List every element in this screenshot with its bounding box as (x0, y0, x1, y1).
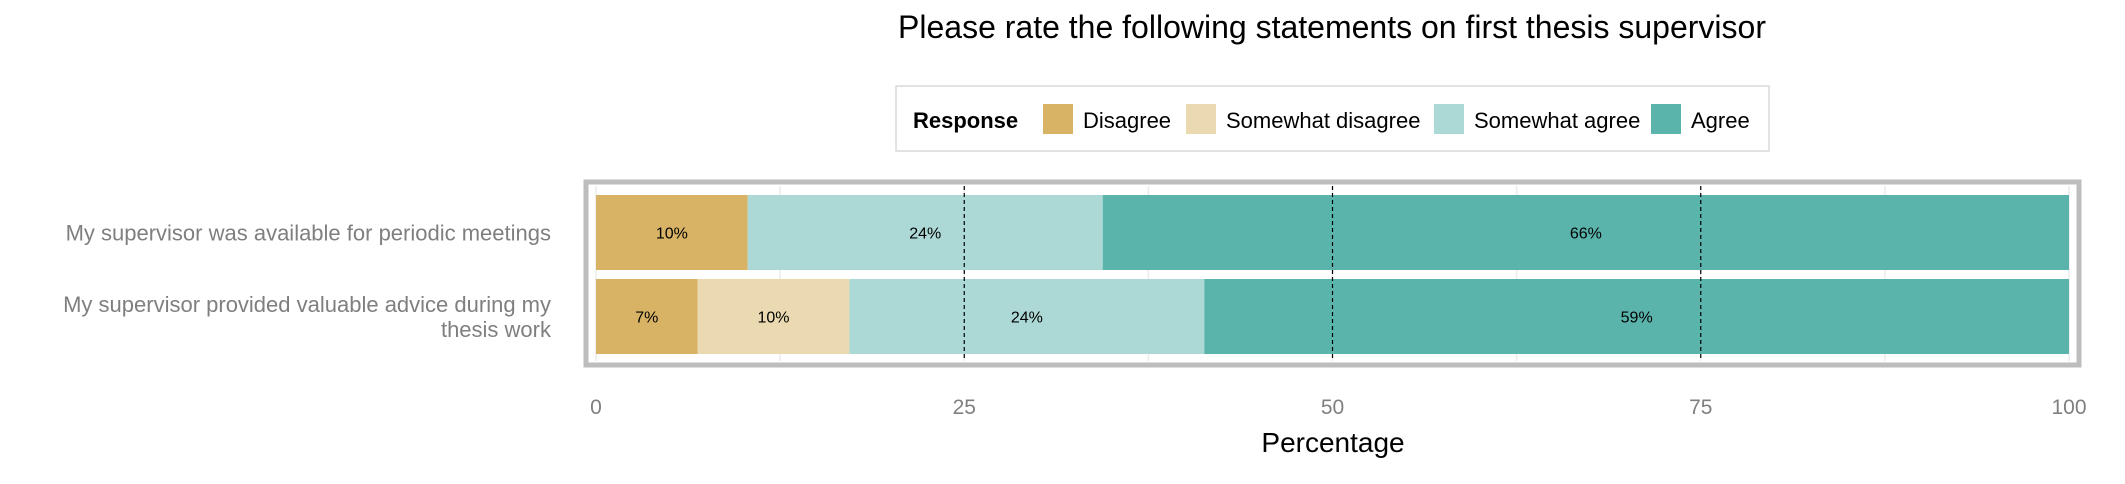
chart-title: Please rate the following statements on … (898, 9, 1766, 45)
legend-label-somewhat-disagree: Somewhat disagree (1226, 108, 1420, 133)
category-label-2-line-1: My supervisor provided valuable advice d… (63, 292, 551, 317)
legend-box (895, 85, 1770, 152)
x-tick-100: 100 (2051, 396, 2086, 419)
bar-label-somewhat-disagree-row-2: 10% (757, 310, 789, 327)
legend-key-agree (1651, 104, 1681, 134)
bar-labels: 10% 24% 66% 7% 10% 24% 59% (635, 226, 1652, 327)
legend-title: Response (913, 108, 1018, 133)
x-axis-title: Percentage (1261, 427, 1404, 458)
bar-somewhat-agree-row-2 (849, 279, 1205, 354)
x-axis-ticks: 0 25 50 75 100 (590, 396, 2086, 419)
bar-label-agree-row-1: 66% (1570, 226, 1602, 243)
bar-agree-row-1 (1102, 195, 2069, 270)
category-label-2-line-2: thesis work (441, 317, 552, 342)
x-tick-25: 25 (953, 396, 976, 419)
bar-label-agree-row-2: 59% (1621, 310, 1653, 327)
legend-label-agree: Agree (1691, 108, 1750, 133)
plot-border (583, 179, 2082, 368)
x-tick-0: 0 (590, 396, 602, 419)
bar-label-disagree-row-1: 10% (656, 226, 688, 243)
legend-key-disagree (1043, 104, 1073, 134)
bar-somewhat-disagree-row-2 (697, 279, 850, 354)
legend: Response Disagree Somewhat disagree Somewha… (895, 85, 1770, 152)
category-labels: My supervisor was available for periodic… (63, 221, 552, 343)
x-tick-75: 75 (1689, 396, 1712, 419)
legend-key-somewhat-disagree (1186, 104, 1216, 134)
bar-label-somewhat-agree-row-2: 24% (1011, 310, 1043, 327)
bar-disagree-row-2 (596, 279, 698, 354)
bar-disagree-row-1 (596, 195, 748, 270)
legend-key-somewhat-agree (1434, 104, 1464, 134)
x-tick-50: 50 (1321, 396, 1344, 419)
bar-label-disagree-row-2: 7% (635, 310, 658, 327)
plot-frame (583, 179, 2082, 368)
bar-agree-row-2 (1204, 279, 2069, 354)
bar-somewhat-agree-row-1 (747, 195, 1103, 270)
bar-label-somewhat-agree-row-1: 24% (909, 226, 941, 243)
legend-label-somewhat-agree: Somewhat agree (1474, 108, 1640, 133)
bars (596, 195, 2069, 354)
reference-lines (963, 186, 1702, 361)
category-label-1-line-1: My supervisor was available for periodic… (66, 221, 551, 246)
legend-label-disagree: Disagree (1083, 108, 1171, 133)
